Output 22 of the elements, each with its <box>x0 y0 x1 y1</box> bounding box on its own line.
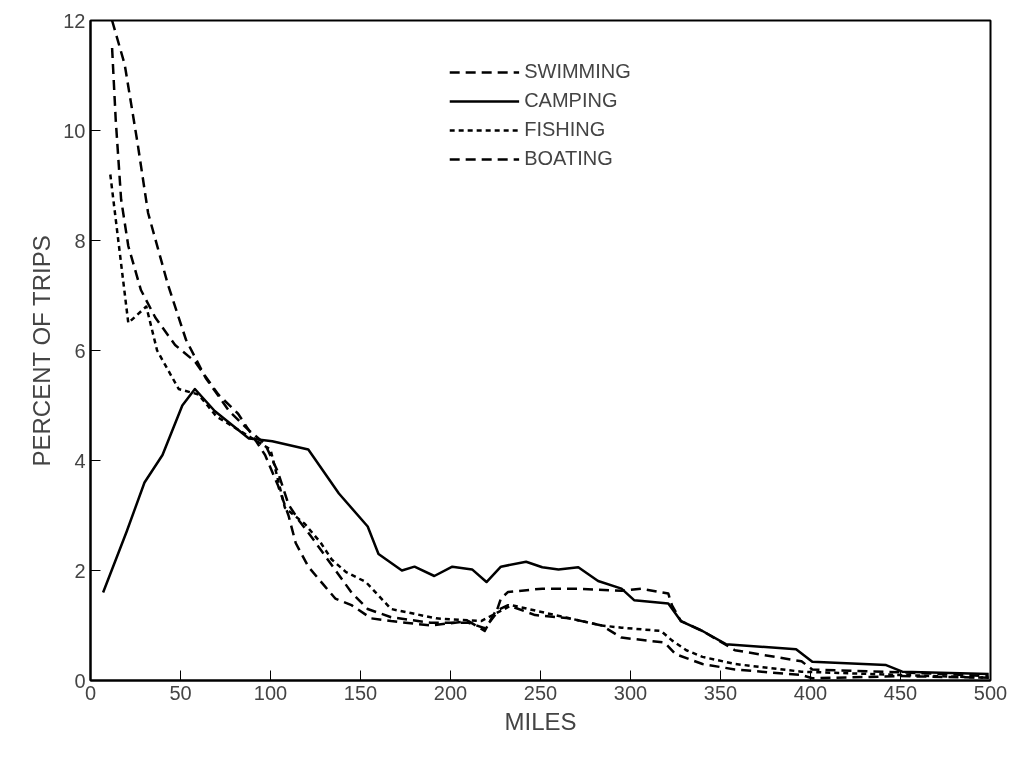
legend-label: CAMPING <box>524 89 618 112</box>
legend-label: SWIMMING <box>524 60 631 83</box>
x-tick-label: 200 <box>433 681 468 704</box>
y-tick-label: 10 <box>63 119 86 142</box>
x-tick-label: 50 <box>169 681 192 704</box>
x-tick-label: 400 <box>793 681 828 704</box>
x-tick-label: 500 <box>973 681 1008 704</box>
y-tick-label: 2 <box>74 559 86 582</box>
y-tick-label: 12 <box>63 9 86 32</box>
x-tick-label: 350 <box>703 681 738 704</box>
x-tick-label: 150 <box>343 681 378 704</box>
x-axis-title: MILES <box>504 707 577 735</box>
y-tick-label: 4 <box>74 449 86 472</box>
y-tick-label: 6 <box>74 339 86 362</box>
x-tick-label: 100 <box>253 681 288 704</box>
y-tick-label: 8 <box>74 229 86 252</box>
y-axis-title: PERCENT OF TRIPS <box>28 235 56 467</box>
x-tick-label: 450 <box>883 681 918 704</box>
legend-label: FISHING <box>524 118 606 141</box>
x-tick-label: 300 <box>613 681 648 704</box>
x-tick-label: 250 <box>523 681 558 704</box>
legend-label: BOATING <box>524 147 613 170</box>
